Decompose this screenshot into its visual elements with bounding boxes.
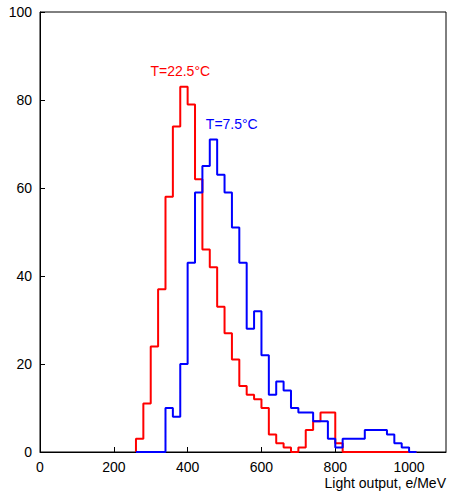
- svg-text:80: 80: [16, 92, 32, 108]
- svg-text:1000: 1000: [394, 459, 425, 475]
- svg-text:Light output, e/MeV: Light output, e/MeV: [325, 475, 447, 491]
- svg-text:20: 20: [16, 356, 32, 372]
- svg-text:0: 0: [24, 444, 32, 460]
- svg-text:T=22.5°C: T=22.5°C: [150, 63, 210, 79]
- svg-text:T=7.5°C: T=7.5°C: [206, 116, 258, 132]
- svg-text:60: 60: [16, 180, 32, 196]
- svg-text:100: 100: [9, 4, 33, 20]
- svg-text:600: 600: [250, 459, 274, 475]
- svg-text:400: 400: [176, 459, 200, 475]
- svg-text:800: 800: [324, 459, 348, 475]
- svg-text:0: 0: [36, 459, 44, 475]
- svg-text:40: 40: [16, 268, 32, 284]
- svg-text:200: 200: [102, 459, 126, 475]
